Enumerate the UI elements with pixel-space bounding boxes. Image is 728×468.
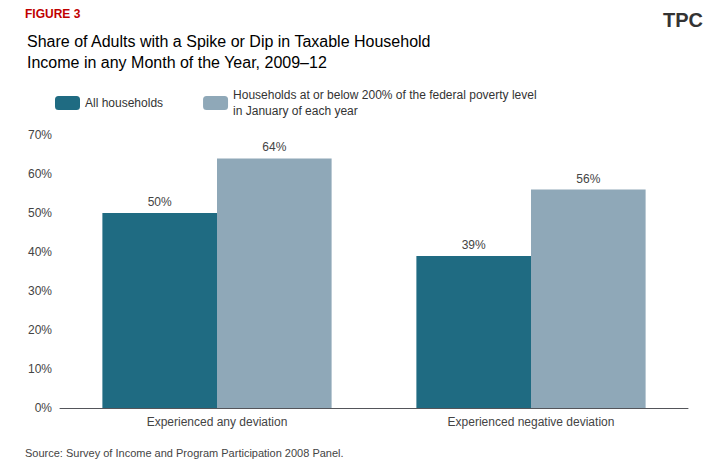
- svg-text:20%: 20%: [28, 323, 52, 337]
- svg-text:TPC: TPC: [663, 9, 703, 31]
- svg-text:0%: 0%: [35, 401, 53, 415]
- svg-text:56%: 56%: [576, 172, 600, 186]
- svg-text:30%: 30%: [28, 284, 52, 298]
- svg-text:64%: 64%: [262, 140, 286, 154]
- svg-text:Households at or below 200% of: Households at or below 200% of the feder…: [233, 88, 537, 102]
- svg-text:40%: 40%: [28, 245, 52, 259]
- svg-text:50%: 50%: [28, 206, 52, 220]
- svg-text:All households: All households: [85, 96, 163, 110]
- svg-text:Income in any Month of the Yea: Income in any Month of the Year, 2009–12: [27, 54, 327, 71]
- svg-text:39%: 39%: [462, 238, 486, 252]
- svg-text:50%: 50%: [148, 195, 172, 209]
- svg-text:Source: Survey of Income and P: Source: Survey of Income and Program Par…: [25, 447, 344, 459]
- svg-text:10%: 10%: [28, 362, 52, 376]
- svg-text:Experienced negative deviation: Experienced negative deviation: [448, 415, 615, 429]
- svg-text:Share of Adults with a Spike o: Share of Adults with a Spike or Dip in T…: [27, 33, 431, 50]
- svg-text:in January of each year: in January of each year: [233, 104, 358, 118]
- svg-text:FIGURE 3: FIGURE 3: [25, 7, 81, 21]
- svg-text:Experienced any deviation: Experienced any deviation: [147, 415, 288, 429]
- svg-text:70%: 70%: [28, 128, 52, 142]
- svg-text:60%: 60%: [28, 167, 52, 181]
